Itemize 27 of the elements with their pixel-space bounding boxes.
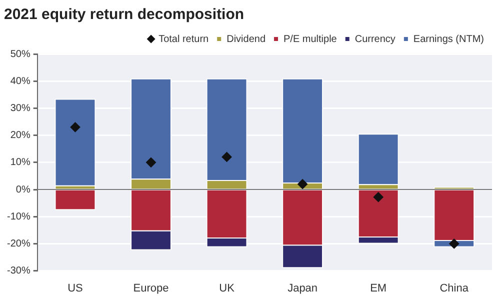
y-tick-label: 0% xyxy=(16,184,30,196)
point xyxy=(298,179,308,190)
point xyxy=(449,238,460,249)
y-tick-label: 10% xyxy=(10,157,30,168)
point xyxy=(222,152,232,162)
legend-label: Earnings (NTM) xyxy=(413,34,484,45)
chart-title: 2021 equity return decomposition xyxy=(4,6,244,24)
legend-label: P/E multiple xyxy=(284,34,338,45)
legend-label: Currency xyxy=(354,34,396,45)
y-tick-label: 20% xyxy=(10,130,30,142)
y-tick-label: 50% xyxy=(10,48,30,60)
y-tick-label: -10% xyxy=(6,211,30,222)
point xyxy=(373,192,384,202)
y-tick-label: 40% xyxy=(10,76,30,87)
x-tick-label: UK xyxy=(219,282,236,294)
legend-label: Total return xyxy=(158,34,209,45)
x-tick-label: Japan xyxy=(288,282,318,294)
point xyxy=(146,157,156,168)
x-tick-label: US xyxy=(68,282,83,294)
y-tick-label: 30% xyxy=(10,102,30,114)
x-tick-label: EM xyxy=(370,282,387,294)
x-tick-label: China xyxy=(440,282,470,294)
y-tick-label: -20% xyxy=(6,238,30,250)
y-tick-label: -30% xyxy=(6,266,30,277)
point xyxy=(70,122,80,132)
x-tick-label: Europe xyxy=(133,282,169,294)
legend-label: Dividend xyxy=(226,34,266,45)
